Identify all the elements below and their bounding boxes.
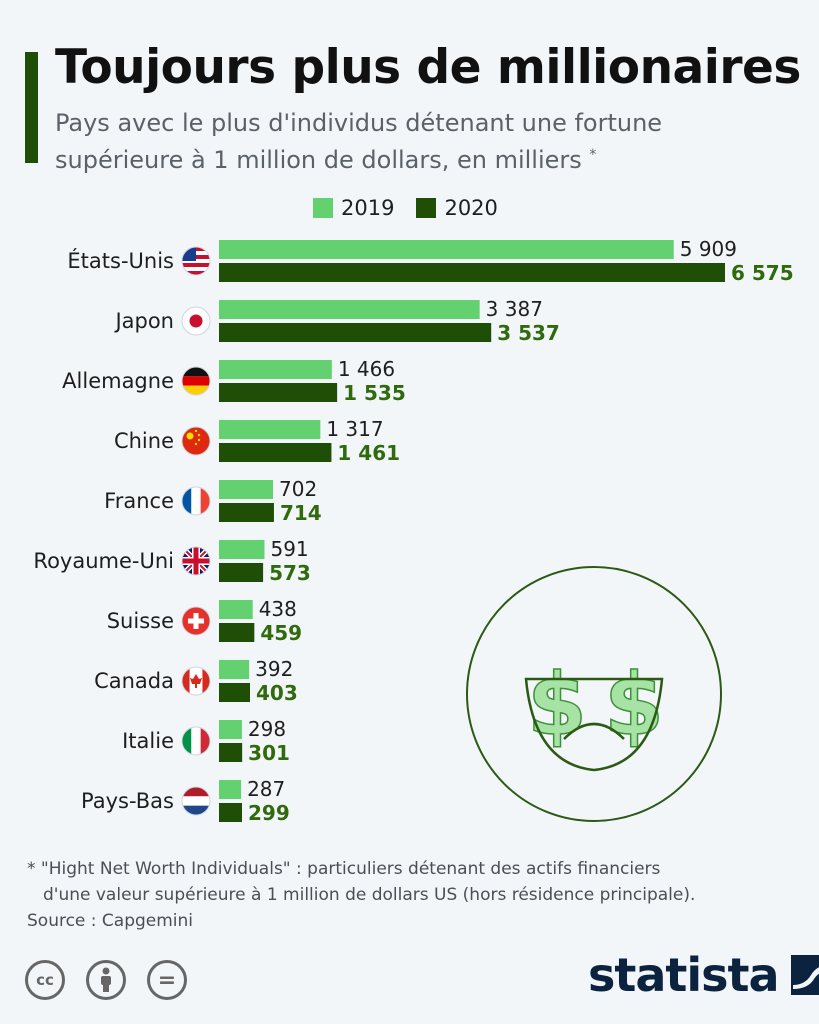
value-label-2019: 702 bbox=[279, 477, 317, 501]
bar-2020 bbox=[219, 383, 338, 402]
chart-subtitle: Pays avec le plus d'individus détenant u… bbox=[55, 107, 735, 176]
value-label-2020: 6 575 bbox=[731, 261, 794, 285]
bar-2019 bbox=[219, 240, 674, 259]
footnote: * "Hight Net Worth Individuals" : partic… bbox=[27, 856, 797, 908]
bar-2020 bbox=[219, 743, 243, 762]
creative-commons-icon: cc bbox=[25, 960, 65, 1000]
bar-2020 bbox=[219, 803, 243, 822]
category-label: Japon bbox=[113, 309, 174, 333]
value-label-2019: 287 bbox=[247, 777, 285, 801]
value-label-2019: 591 bbox=[270, 537, 308, 561]
bar-2019 bbox=[219, 420, 321, 439]
bar-2020 bbox=[219, 683, 251, 702]
value-label-2020: 1 535 bbox=[343, 381, 406, 405]
legend-item-2020: 2020 bbox=[416, 196, 498, 220]
value-label-2020: 301 bbox=[248, 741, 290, 765]
tongue-line-icon bbox=[563, 722, 625, 740]
license-icons: cc = bbox=[25, 960, 208, 1000]
money-eyes-smiley-icon: $ $ bbox=[466, 566, 722, 822]
value-label-2020: 1 461 bbox=[337, 441, 400, 465]
bar-2019 bbox=[219, 300, 480, 319]
value-label-2019: 5 909 bbox=[680, 237, 737, 261]
chart-title: Toujours plus de millionaires bbox=[55, 40, 801, 95]
value-label-2020: 459 bbox=[260, 621, 302, 645]
value-label-2019: 1 317 bbox=[326, 417, 383, 441]
bar-2020 bbox=[219, 503, 274, 522]
value-label-2019: 3 387 bbox=[486, 297, 543, 321]
italy-flag-icon bbox=[181, 726, 211, 756]
category-label: Canada bbox=[94, 669, 174, 693]
legend: 2019 2020 bbox=[313, 196, 520, 220]
no-derivatives-icon: = bbox=[147, 960, 187, 1000]
bar-2020 bbox=[219, 263, 725, 282]
category-label: Suisse bbox=[107, 609, 174, 633]
legend-swatch-2019 bbox=[313, 198, 333, 218]
accent-bar bbox=[25, 52, 38, 163]
bar-2020 bbox=[219, 443, 332, 462]
legend-label-2020: 2020 bbox=[444, 196, 498, 220]
germany-flag-icon bbox=[181, 366, 211, 396]
subtitle-footnote-marker: * bbox=[589, 147, 597, 163]
value-label-2020: 299 bbox=[248, 801, 290, 825]
statista-brand[interactable]: statista bbox=[588, 948, 819, 1002]
bar-2019 bbox=[219, 720, 242, 739]
us-flag-icon bbox=[181, 246, 211, 276]
category-label: France bbox=[104, 489, 174, 513]
value-label-2020: 403 bbox=[256, 681, 298, 705]
bar-2020 bbox=[219, 323, 492, 342]
japan-flag-icon bbox=[181, 306, 211, 336]
value-label-2019: 392 bbox=[255, 657, 293, 681]
netherlands-flag-icon bbox=[181, 786, 211, 816]
bar-2019 bbox=[219, 480, 274, 499]
bar-2020 bbox=[219, 563, 264, 582]
source-note: Source : Capgemini bbox=[27, 911, 194, 931]
statista-logo-icon bbox=[790, 955, 819, 995]
footnote-line-2: d'une valeur supérieure à 1 million de d… bbox=[43, 885, 696, 905]
china-flag-icon bbox=[181, 426, 211, 456]
smile-mouth-icon bbox=[524, 677, 664, 772]
value-label-2019: 1 466 bbox=[338, 357, 395, 381]
legend-label-2019: 2019 bbox=[341, 196, 395, 220]
category-label: Pays-Bas bbox=[81, 789, 174, 813]
category-label: Chine bbox=[114, 429, 174, 453]
bar-2019 bbox=[219, 600, 253, 619]
attribution-person-icon bbox=[86, 960, 126, 1000]
bar-2019 bbox=[219, 360, 332, 379]
category-label: États-Unis bbox=[67, 248, 174, 273]
category-label: Royaume-Uni bbox=[33, 549, 174, 573]
bar-2020 bbox=[219, 623, 255, 642]
value-label-2020: 3 537 bbox=[497, 321, 560, 345]
legend-item-2019: 2019 bbox=[313, 196, 394, 220]
switzerland-flag-icon bbox=[181, 606, 211, 636]
bar-2019 bbox=[219, 660, 250, 679]
france-flag-icon bbox=[181, 486, 211, 516]
category-label: Italie bbox=[122, 729, 174, 753]
value-label-2020: 714 bbox=[280, 501, 322, 525]
category-label: Allemagne bbox=[62, 369, 174, 393]
value-label-2020: 573 bbox=[269, 561, 311, 585]
bar-2019 bbox=[219, 780, 242, 799]
canada-flag-icon bbox=[181, 666, 211, 696]
left-dollar-eye-icon: $ bbox=[527, 655, 587, 755]
value-label-2019: 298 bbox=[248, 717, 286, 741]
statista-logo-text: statista bbox=[588, 948, 780, 1002]
footnote-line-1: * "Hight Net Worth Individuals" : partic… bbox=[27, 859, 661, 879]
subtitle-text: Pays avec le plus d'individus détenant u… bbox=[55, 109, 663, 174]
legend-swatch-2020 bbox=[416, 198, 437, 218]
uk-flag-icon bbox=[181, 546, 211, 576]
bar-2019 bbox=[219, 540, 265, 559]
right-dollar-eye-icon: $ bbox=[604, 655, 664, 755]
value-label-2019: 438 bbox=[259, 597, 297, 621]
